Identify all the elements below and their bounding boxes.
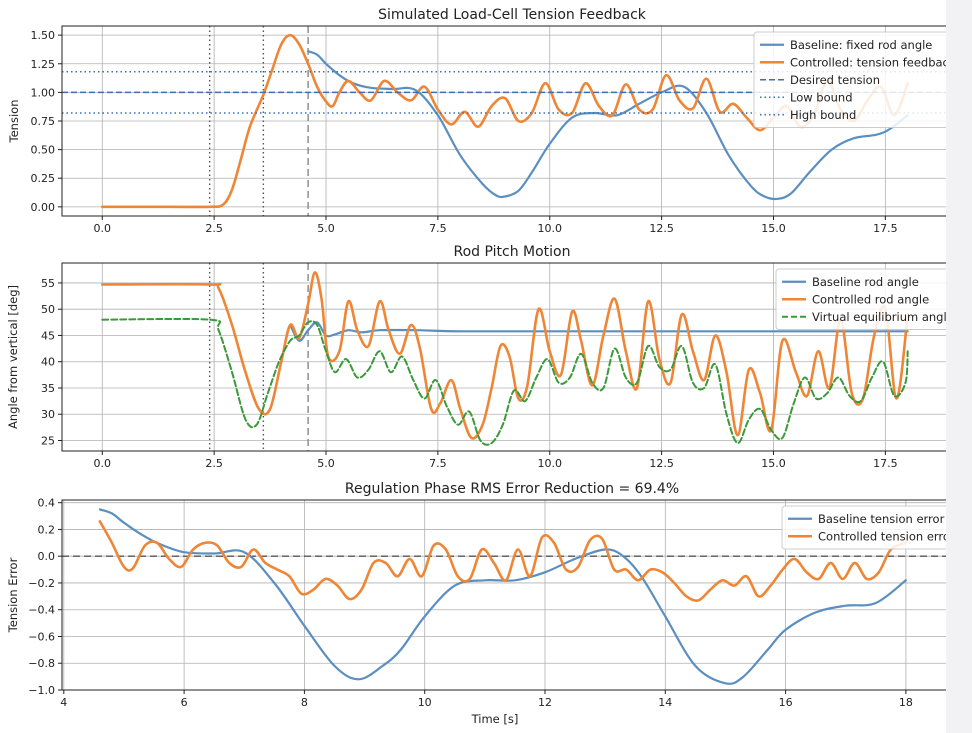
x-tick-label: 12.5 (649, 457, 674, 470)
y-tick-label: 45 (41, 329, 55, 342)
y-axis-label: Tension (7, 100, 21, 144)
y-axis-label: Angle from vertical [deg] (6, 285, 20, 429)
x-tick-label: 14 (658, 696, 672, 709)
plot-content (101, 263, 909, 451)
x-tick-label: 4 (60, 696, 67, 709)
chart-title: Simulated Load-Cell Tension Feedback (378, 7, 647, 23)
x-tick-label: 2.5 (205, 457, 223, 470)
x-tick-label: 12.5 (649, 222, 674, 235)
y-tick-label: −0.2 (28, 577, 55, 590)
y-tick-label: 0.25 (31, 172, 56, 185)
x-axis-label: Time [s] (471, 712, 519, 726)
y-tick-label: 0.75 (31, 115, 56, 128)
x-tick-label: 15.0 (761, 222, 786, 235)
y-tick-label: 0.4 (38, 497, 56, 510)
x-tick-label: 18 (899, 696, 913, 709)
y-tick-label: 40 (41, 356, 55, 369)
right-edge-strip (946, 0, 972, 733)
series-line-1 (307, 50, 909, 201)
x-tick-label: 0.0 (94, 222, 112, 235)
plot-content (62, 508, 948, 685)
x-tick-label: 12 (538, 696, 552, 709)
y-tick-label: 0.2 (38, 523, 56, 536)
x-tick-label: 7.5 (429, 457, 447, 470)
x-tick-label: 8 (301, 696, 308, 709)
x-tick-label: 16 (779, 696, 793, 709)
x-tick-label: 6 (181, 696, 188, 709)
x-tick-label: 17.5 (873, 222, 898, 235)
legend-label: Baseline: fixed rod angle (790, 38, 932, 52)
legend-label: Virtual equilibrium angle (812, 310, 954, 324)
series-line-3 (101, 317, 909, 446)
y-tick-label: 35 (41, 382, 55, 395)
legend: Baseline: fixed rod angle Controlled: ten… (753, 31, 956, 128)
chart-title: Regulation Phase RMS Error Reduction = 6… (345, 481, 679, 497)
x-tick-label: 10.0 (537, 457, 562, 470)
x-tick-label: 17.5 (873, 457, 898, 470)
x-tick-label: 15.0 (761, 457, 786, 470)
y-tick-label: 0.00 (31, 201, 56, 214)
x-tick-label: 10 (418, 696, 432, 709)
x-tick-label: 5.0 (317, 457, 335, 470)
y-tick-label: 0.0 (38, 550, 56, 563)
y-tick-label: −1.0 (28, 684, 55, 697)
x-tick-label: 7.5 (429, 222, 447, 235)
x-tick-label: 0.0 (94, 457, 112, 470)
y-tick-label: −0.8 (28, 657, 55, 670)
series-line-1 (98, 508, 907, 685)
series-line-2 (101, 271, 909, 440)
y-axis-label: Tension Error (6, 557, 20, 633)
chart-title: Rod Pitch Motion (454, 244, 571, 260)
legend: Baseline tension error Controlled tension… (781, 505, 955, 550)
y-tick-label: 1.00 (31, 86, 56, 99)
legend-label: Controlled: tension feedback (790, 55, 956, 69)
chart-panel-2: 0.0 2.5 5.0 7.5 10.0 12.5 15.0 17.5 25 30 35 40 45 50… (6, 244, 954, 470)
y-tick-label: 0.50 (31, 144, 56, 157)
y-tick-label: 1.25 (31, 58, 56, 71)
legend-label: Desired tension (790, 73, 880, 87)
legend-label: High bound (790, 108, 856, 122)
legend-label: Controlled tension error (818, 529, 955, 543)
legend-box (775, 268, 946, 330)
y-tick-label: −0.4 (28, 604, 55, 617)
y-tick-label: 50 (41, 303, 55, 316)
y-tick-label: 1.50 (31, 29, 56, 42)
y-tick-label: 30 (41, 408, 55, 421)
chart-panel-1: 0.0 2.5 5.0 7.5 10.0 12.5 15.0 17.5 0.00 0.25 0.50… (7, 7, 956, 235)
legend: Baseline rod angle Controlled rod angle Vi… (775, 268, 954, 330)
chart-panel-3: 4 6 8 10 12 14 16 18 −1.0 −0.8 −0.6 −0.4 −0.2 0.0 0.2 0… (6, 481, 955, 726)
y-tick-label: 25 (41, 434, 55, 447)
y-tick-label: 55 (41, 277, 55, 290)
x-tick-label: 10.0 (537, 222, 562, 235)
y-tick-label: −0.6 (28, 630, 55, 643)
legend-box (753, 31, 946, 128)
x-tick-label: 5.0 (317, 222, 335, 235)
series-line-2 (98, 520, 908, 602)
x-tick-label: 2.5 (205, 222, 223, 235)
legend-label: Baseline rod angle (812, 275, 919, 289)
legend-label: Baseline tension error (818, 512, 945, 526)
legend-label: Low bound (790, 90, 853, 104)
legend-box (781, 505, 946, 550)
legend-label: Controlled rod angle (812, 292, 929, 306)
